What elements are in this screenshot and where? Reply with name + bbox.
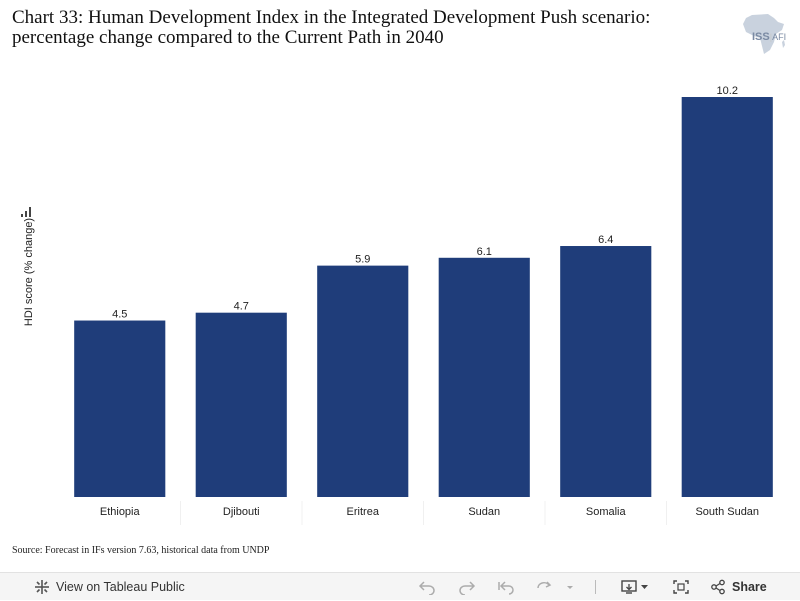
x-tick-label: Ethiopia — [100, 506, 141, 518]
share-icon — [711, 579, 725, 595]
undo-button[interactable] — [418, 573, 436, 601]
data-label: 5.9 — [355, 254, 370, 266]
x-tick-label: South Sudan — [695, 506, 759, 518]
view-on-tableau-link[interactable]: View on Tableau Public — [34, 573, 185, 601]
x-tick-label: Somalia — [586, 506, 627, 518]
data-label: 6.1 — [477, 246, 492, 258]
logo-text: ISS|AFI — [752, 31, 786, 43]
logo-separator: | — [769, 32, 773, 42]
x-tick-label: Eritrea — [347, 506, 380, 518]
logo-suffix: AFI — [772, 32, 787, 42]
x-tick-label: Djibouti — [223, 506, 260, 518]
view-on-tableau-label: View on Tableau Public — [56, 580, 185, 594]
tableau-icon — [35, 580, 49, 594]
undo-icon — [418, 581, 435, 595]
revert-button[interactable] — [497, 573, 515, 601]
sort-icon[interactable] — [20, 206, 32, 218]
share-label: Share — [732, 580, 767, 594]
bar-south-sudan[interactable] — [681, 97, 773, 497]
chevron-down-icon — [567, 586, 573, 589]
logo-name: ISS — [752, 31, 770, 43]
redo-button[interactable] — [458, 573, 476, 601]
fullscreen-button[interactable] — [672, 573, 690, 601]
data-label: 10.2 — [717, 85, 738, 97]
refresh-button[interactable] — [535, 573, 553, 601]
bar-somalia[interactable] — [560, 246, 652, 497]
download-icon — [621, 580, 648, 594]
bar-eritrea[interactable] — [317, 265, 409, 497]
data-label: 4.7 — [234, 301, 249, 313]
bar-chart: 4.5 Ethiopia 4.7 Djibouti 5.9 Eritrea 6.1 Sudan… — [74, 85, 773, 525]
refresh-dropdown[interactable] — [565, 573, 575, 601]
source-note: Source: Forecast in IFs version 7.63, hi… — [12, 545, 270, 556]
tableau-toolbar: View on Tableau Public — [0, 572, 800, 600]
bar-sudan[interactable] — [438, 257, 530, 497]
bar-ethiopia[interactable] — [74, 320, 166, 497]
africa-logo-icon — [743, 14, 785, 54]
fullscreen-icon — [673, 580, 689, 594]
chart-title: Chart 33: Human Development Index in the… — [12, 7, 651, 48]
share-button[interactable]: Share — [710, 573, 767, 601]
x-tick-label: Sudan — [468, 506, 500, 518]
revert-icon — [498, 581, 514, 595]
refresh-icon — [537, 581, 552, 589]
data-label: 6.4 — [598, 234, 613, 246]
toolbar-divider — [595, 580, 596, 594]
bar-djibouti[interactable] — [195, 312, 287, 497]
download-button[interactable] — [620, 573, 650, 601]
redo-icon — [459, 581, 476, 595]
data-label: 4.5 — [112, 309, 127, 321]
